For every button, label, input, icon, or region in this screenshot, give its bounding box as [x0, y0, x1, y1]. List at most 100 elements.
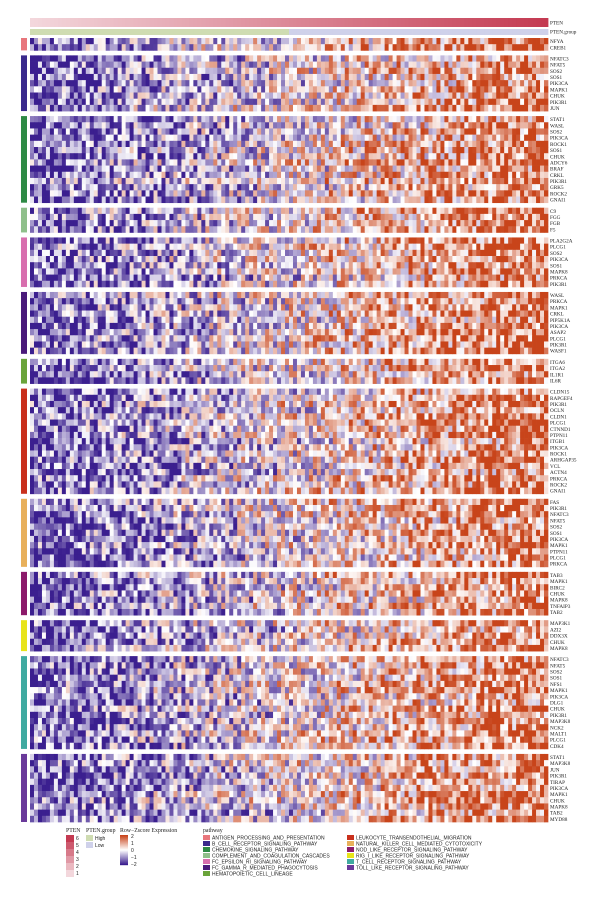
heatmap-cell — [121, 38, 126, 45]
heatmap-cell — [269, 220, 274, 227]
heatmap-cell — [233, 128, 238, 135]
heatmap-cell — [289, 140, 294, 148]
heatmap-cell — [532, 159, 537, 166]
heatmap-cell — [237, 44, 242, 51]
heatmap-cell — [352, 122, 358, 129]
heatmap-cell — [281, 262, 286, 269]
heatmap-cell — [249, 171, 254, 179]
heatmap-cell — [113, 213, 119, 221]
heatmap-cell — [296, 249, 302, 257]
heatmap-cell — [181, 177, 186, 185]
heatmap-cell — [500, 207, 505, 215]
heatmap-cell — [316, 98, 322, 106]
heatmap-cell — [77, 159, 83, 166]
heatmap-cell — [540, 153, 545, 160]
heatmap-cell — [500, 256, 505, 263]
heatmap-cell — [396, 80, 401, 87]
heatmap-cell — [101, 67, 107, 75]
heatmap-cell — [97, 147, 103, 154]
heatmap-cell — [440, 98, 445, 106]
heatmap-cell — [125, 134, 130, 142]
heatmap-cell — [300, 159, 306, 166]
heatmap-cell — [61, 268, 67, 275]
heatmap-cell — [153, 196, 158, 204]
heatmap-cell — [484, 190, 489, 197]
heatmap-cell — [460, 44, 465, 51]
heatmap-cell — [320, 80, 326, 87]
heatmap-cell — [520, 128, 525, 135]
heatmap-cell — [77, 243, 83, 251]
heatmap-cell — [536, 262, 541, 269]
heatmap-cell — [145, 243, 150, 251]
heatmap-cell — [37, 249, 43, 257]
heatmap-cell — [61, 165, 67, 173]
heatmap-cell — [480, 61, 485, 69]
heatmap-cell — [185, 98, 190, 106]
heatmap-cell — [65, 220, 71, 227]
heatmap-cell — [504, 140, 509, 148]
heatmap-cell — [348, 38, 354, 45]
heatmap-cell — [444, 262, 449, 269]
heatmap-cell — [201, 61, 206, 69]
heatmap-cell — [420, 177, 425, 185]
heatmap-cell — [320, 44, 326, 51]
heatmap-cell — [400, 134, 405, 142]
heatmap-cell — [129, 55, 134, 62]
heatmap-cell — [145, 171, 150, 179]
heatmap-cell — [125, 122, 130, 129]
heatmap-cell — [153, 159, 158, 166]
heatmap-cell — [205, 256, 210, 263]
heatmap-cell — [225, 262, 230, 269]
heatmap-cell — [265, 122, 270, 129]
heatmap-cell — [404, 237, 409, 244]
heatmap-cell — [472, 207, 477, 215]
heatmap-cell — [464, 134, 469, 142]
heatmap-cell — [348, 86, 354, 93]
heatmap-cell — [185, 153, 190, 160]
heatmap-cell — [173, 38, 178, 45]
heatmap-cell — [125, 184, 130, 191]
heatmap-cell — [157, 44, 162, 51]
heatmap-cell — [396, 147, 401, 154]
heatmap-cell — [149, 86, 154, 93]
heatmap-cell — [97, 86, 103, 93]
heatmap-cell — [324, 92, 330, 100]
heatmap-cell — [117, 220, 122, 227]
heatmap-cell — [412, 291, 417, 299]
heatmap-cell — [133, 86, 138, 93]
heatmap-cell — [412, 159, 417, 166]
heatmap-cell — [356, 73, 362, 81]
heatmap-cell — [392, 104, 397, 112]
heatmap-cell — [141, 153, 146, 160]
heatmap-cell — [121, 80, 126, 87]
heatmap-cell — [472, 92, 477, 100]
heatmap-cell — [300, 122, 306, 129]
heatmap-cell — [420, 86, 425, 93]
heatmap-cell — [101, 159, 107, 166]
heatmap-cell — [81, 226, 87, 233]
heatmap-cell — [404, 226, 409, 233]
heatmap-cell — [328, 61, 334, 69]
heatmap-cell — [500, 104, 505, 112]
heatmap-cell — [376, 171, 381, 179]
heatmap-cell — [492, 177, 497, 185]
heatmap-cell — [261, 184, 266, 191]
heatmap-cell — [30, 61, 35, 69]
heatmap-cell — [512, 122, 517, 129]
heatmap-cell — [472, 128, 477, 135]
heatmap-cell — [468, 171, 473, 179]
heatmap-cell — [285, 44, 290, 51]
heatmap-cell — [105, 177, 111, 185]
heatmap-cell — [153, 67, 158, 75]
heatmap-cell — [332, 190, 338, 197]
heatmap-cell — [316, 104, 322, 112]
heatmap-cell — [197, 61, 202, 69]
heatmap-cell — [512, 177, 517, 185]
heatmap-cell — [396, 92, 401, 100]
heatmap-cell — [45, 184, 51, 191]
heatmap-cell — [261, 116, 266, 123]
heatmap-cell — [328, 80, 334, 87]
heatmap-cell — [97, 128, 103, 135]
heatmap-cell — [121, 213, 126, 221]
heatmap-cell — [225, 98, 230, 106]
